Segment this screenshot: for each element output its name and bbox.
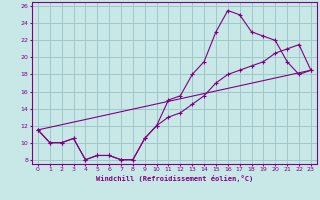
X-axis label: Windchill (Refroidissement éolien,°C): Windchill (Refroidissement éolien,°C) <box>96 175 253 182</box>
